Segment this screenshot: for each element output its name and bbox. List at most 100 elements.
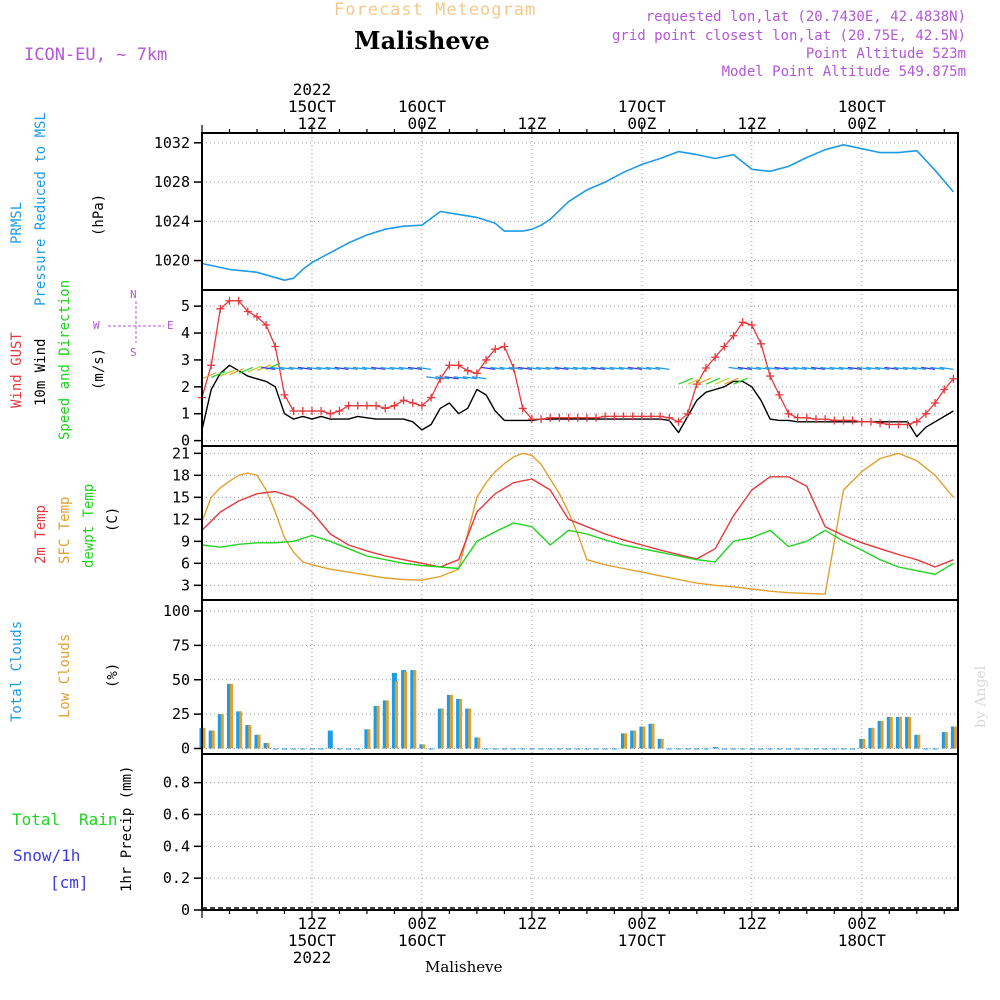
pressure-ytick-label: 1032 bbox=[154, 134, 190, 152]
total-cloud-bar bbox=[602, 748, 608, 750]
gust-marker bbox=[702, 364, 710, 372]
bottom-time-label: 15OCT bbox=[288, 931, 337, 950]
total-cloud-bar bbox=[566, 748, 571, 750]
wind-label-10m: 10m Wind bbox=[33, 338, 49, 406]
gust-marker bbox=[610, 412, 619, 421]
total-cloud-bar bbox=[263, 743, 269, 749]
low-cloud-bar bbox=[220, 714, 224, 749]
gust-marker bbox=[738, 318, 747, 327]
wind-direction-arrow bbox=[893, 366, 908, 370]
gust-marker bbox=[243, 307, 252, 316]
gust-marker bbox=[839, 416, 848, 425]
gust-marker bbox=[335, 407, 344, 416]
precip-ytick-label: 0.2 bbox=[163, 869, 190, 887]
wind-direction-arrow bbox=[536, 366, 551, 370]
total-cloud-bar bbox=[712, 747, 718, 749]
total-cloud-bar bbox=[822, 748, 828, 750]
gust-marker bbox=[601, 412, 610, 421]
total-cloud-bar bbox=[382, 700, 388, 749]
gust-marker bbox=[894, 420, 903, 429]
gust-marker bbox=[665, 413, 674, 422]
total-cloud-bar bbox=[373, 705, 379, 749]
dewpoint-line bbox=[201, 522, 954, 575]
wind-direction-arrow bbox=[279, 366, 294, 370]
total-cloud-bar bbox=[648, 723, 654, 749]
temp-ytick-label: 9 bbox=[181, 532, 190, 550]
gust-marker bbox=[647, 412, 656, 421]
wind-direction-arrow bbox=[261, 366, 276, 370]
wind-direction-arrow bbox=[380, 366, 395, 370]
total-cloud-bar bbox=[364, 729, 370, 749]
wind-ytick-label: 2 bbox=[181, 378, 190, 396]
pressure-line bbox=[201, 144, 955, 282]
gust-marker bbox=[729, 331, 738, 340]
wind-direction-arrow bbox=[733, 377, 748, 385]
wind-direction-arrow bbox=[247, 365, 263, 373]
wind-direction-arrow bbox=[554, 366, 569, 370]
total-cloud-bar bbox=[666, 748, 672, 750]
precip-ytick-label: 0.4 bbox=[163, 837, 190, 855]
low-cloud-bar bbox=[633, 730, 637, 749]
total-cloud-bar bbox=[859, 738, 865, 749]
precip-label-total: Total bbox=[12, 810, 61, 829]
gust-marker bbox=[821, 415, 830, 424]
total-cloud-bar bbox=[721, 748, 727, 750]
wind-direction-arrow bbox=[811, 366, 826, 370]
total-cloud-bar bbox=[391, 672, 397, 749]
gust-marker bbox=[537, 415, 546, 424]
low-cloud-bar bbox=[871, 727, 875, 749]
gust-marker bbox=[307, 407, 316, 416]
gust-marker bbox=[912, 417, 921, 426]
low-cloud-bar bbox=[651, 723, 655, 749]
pressure-label-unit: (hPa) bbox=[91, 193, 107, 236]
total-cloud-bar bbox=[657, 738, 663, 749]
top-time-label: 00Z bbox=[847, 114, 876, 133]
total-cloud-bar bbox=[841, 748, 846, 750]
gust-marker bbox=[903, 420, 912, 429]
gust-marker bbox=[582, 413, 591, 422]
wind-direction-arrow bbox=[398, 366, 413, 370]
top-time-label: 00Z bbox=[407, 114, 436, 133]
total-cloud-bar bbox=[795, 748, 801, 750]
bottom-time-label: 12Z bbox=[298, 914, 327, 933]
low-cloud-bar bbox=[385, 700, 389, 749]
precip-frame bbox=[201, 753, 959, 911]
total-cloud-bar bbox=[914, 734, 920, 749]
wind-direction-arrow bbox=[678, 377, 693, 385]
text-layer: 1020102410281032012345369121518210255075… bbox=[154, 80, 886, 967]
wind-direction-arrow bbox=[238, 366, 253, 374]
gust-marker bbox=[811, 415, 820, 424]
compass-n: N bbox=[130, 288, 137, 301]
wind-ytick-label: 0 bbox=[181, 432, 190, 450]
gust-marker bbox=[921, 409, 930, 418]
total-cloud-bar bbox=[941, 732, 947, 749]
precip-label-snow: Snow/1h bbox=[13, 846, 81, 865]
wind-direction-arrow bbox=[316, 366, 331, 370]
low-cloud-bar bbox=[459, 699, 463, 749]
gust-marker bbox=[931, 398, 940, 407]
compass-w: W bbox=[93, 319, 100, 332]
gust-marker bbox=[280, 390, 289, 399]
gust-marker bbox=[527, 415, 536, 424]
gust-marker bbox=[656, 412, 665, 421]
total-cloud-bar bbox=[529, 748, 535, 750]
gust-marker bbox=[628, 412, 637, 421]
gust-marker bbox=[491, 345, 500, 354]
gust-marker bbox=[252, 312, 261, 321]
credit-watermark: by Angel bbox=[973, 665, 989, 728]
point-altitude: Point Altitude 523m bbox=[805, 46, 966, 62]
bottom-time-label: 12Z bbox=[737, 914, 766, 933]
precip-label-rain: Rain bbox=[79, 810, 118, 829]
clouds-ytick-label: 100 bbox=[163, 602, 190, 620]
top-time-label: 18OCT bbox=[838, 97, 887, 116]
wind-direction-arrow bbox=[774, 366, 789, 370]
total-cloud-bar bbox=[584, 748, 590, 750]
wind-direction-arrow bbox=[618, 366, 633, 370]
super-title: Forecast Meteogram bbox=[334, 0, 537, 20]
wind-direction-arrow bbox=[921, 366, 936, 370]
total-cloud-bar bbox=[318, 748, 324, 750]
total-cloud-bar bbox=[786, 748, 791, 750]
low-cloud-bar bbox=[624, 733, 627, 749]
low-cloud-bar bbox=[642, 726, 646, 749]
bottom-time-label: 00Z bbox=[627, 914, 656, 933]
